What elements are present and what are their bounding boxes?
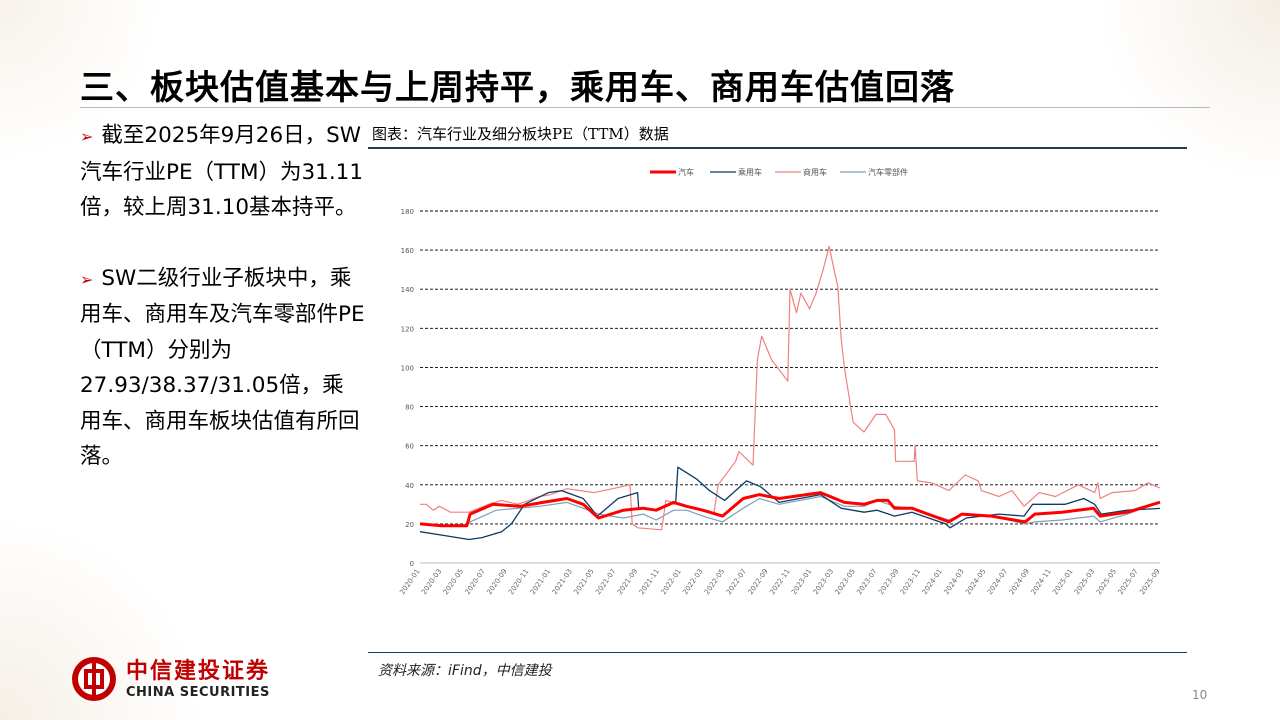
x-tick-label: 2025-03 xyxy=(1073,568,1096,597)
x-tick-label: 2023-09 xyxy=(877,568,900,597)
x-tick-label: 2020-07 xyxy=(464,568,487,597)
x-tick-label: 2020-01 xyxy=(398,568,421,597)
legend-label: 乘用车 xyxy=(738,167,762,177)
x-tick-label: 2022-05 xyxy=(703,568,726,597)
x-tick-label: 2022-03 xyxy=(681,568,704,597)
y-tick-label: 100 xyxy=(401,364,414,372)
bullet-text: 截至2025年9月26日，SW汽车行业PE（TTM）为31.11倍，较上周31.… xyxy=(80,123,364,220)
pe-line-chart: 0204060801001201401601802020-012020-0320… xyxy=(398,167,1161,597)
y-tick-label: 80 xyxy=(405,404,414,412)
series-line-0 xyxy=(419,491,1161,528)
bullet-2: ➢ SW二级行业子板块中，乘用车、商用车及汽车零部件PE（TTM）分别为27.93… xyxy=(80,261,365,475)
y-tick-label: 40 xyxy=(405,482,414,490)
x-tick-label: 2021-09 xyxy=(616,568,639,597)
legend-label: 汽车零部件 xyxy=(868,167,908,177)
x-tick-label: 2023-01 xyxy=(790,568,813,597)
legend-label: 商用车 xyxy=(803,167,827,177)
caption-divider xyxy=(368,147,1187,149)
x-tick-label: 2020-05 xyxy=(442,568,465,597)
x-tick-label: 2022-11 xyxy=(768,568,791,597)
title-divider xyxy=(80,107,1210,108)
x-tick-label: 2024-09 xyxy=(1008,568,1031,597)
x-tick-label: 2023-11 xyxy=(899,568,922,597)
x-tick-label: 2024-03 xyxy=(942,568,965,597)
series-line-3 xyxy=(419,495,1161,527)
x-tick-label: 2024-01 xyxy=(921,568,944,597)
legend-label: 汽车 xyxy=(678,167,694,177)
x-tick-label: 2024-11 xyxy=(1029,568,1052,597)
x-tick-label: 2021-05 xyxy=(572,568,595,597)
company-logo: 中信建投证券 CHINA SECURITIES xyxy=(70,655,270,703)
x-tick-label: 2021-07 xyxy=(594,568,617,597)
x-tick-label: 2025-05 xyxy=(1095,568,1118,597)
y-tick-label: 60 xyxy=(405,443,414,451)
y-tick-label: 20 xyxy=(405,521,414,529)
x-tick-label: 2023-07 xyxy=(855,568,878,597)
page-title: 三、板块估值基本与上周持平，乘用车、商用车估值回落 xyxy=(80,68,955,108)
x-tick-label: 2021-11 xyxy=(638,568,661,597)
chart-caption: 图表：汽车行业及细分板块PE（TTM）数据 xyxy=(372,125,669,143)
x-tick-label: 2020-09 xyxy=(485,568,508,597)
y-tick-label: 140 xyxy=(401,286,414,294)
logo-en-text: CHINA SECURITIES xyxy=(126,684,270,700)
x-tick-label: 2025-07 xyxy=(1117,568,1140,597)
series-line-1 xyxy=(419,466,1161,541)
page-number: 10 xyxy=(1192,688,1208,702)
arrow-bullet-icon: ➢ xyxy=(80,269,94,289)
bullet-text: SW二级行业子板块中，乘用车、商用车及汽车零部件PE（TTM）分别为27.93/… xyxy=(80,265,365,470)
x-tick-label: 2021-01 xyxy=(529,568,552,597)
x-tick-label: 2023-03 xyxy=(812,568,835,597)
x-tick-label: 2021-03 xyxy=(551,568,574,597)
x-tick-label: 2020-03 xyxy=(420,568,443,597)
summary-text: ➢ 截至2025年9月26日，SW汽车行业PE（TTM）为31.11倍，较上周31… xyxy=(80,118,365,510)
arrow-bullet-icon: ➢ xyxy=(80,127,94,146)
x-tick-label: 2022-09 xyxy=(747,568,770,597)
x-tick-label: 2024-05 xyxy=(964,568,987,597)
y-tick-label: 180 xyxy=(401,208,414,216)
x-tick-label: 2022-01 xyxy=(659,568,682,597)
logo-cn-text: 中信建投证券 xyxy=(126,658,271,684)
x-tick-label: 2022-07 xyxy=(725,568,748,597)
y-tick-label: 160 xyxy=(401,247,414,255)
x-tick-label: 2023-05 xyxy=(834,568,857,597)
citic-logo-icon xyxy=(72,657,116,701)
bullet-1: ➢ 截至2025年9月26日，SW汽车行业PE（TTM）为31.11倍，较上周31… xyxy=(80,118,365,226)
x-tick-label: 2025-01 xyxy=(1051,568,1074,597)
x-tick-label: 2024-07 xyxy=(986,568,1009,597)
source-divider xyxy=(368,652,1187,653)
source-note: 资料来源：iFind，中信建投 xyxy=(378,663,552,679)
series-line-2 xyxy=(420,245,1161,531)
y-tick-label: 0 xyxy=(410,560,414,568)
x-tick-label: 2020-11 xyxy=(507,568,530,597)
y-tick-label: 120 xyxy=(401,325,414,333)
x-tick-label: 2025-09 xyxy=(1138,568,1161,597)
